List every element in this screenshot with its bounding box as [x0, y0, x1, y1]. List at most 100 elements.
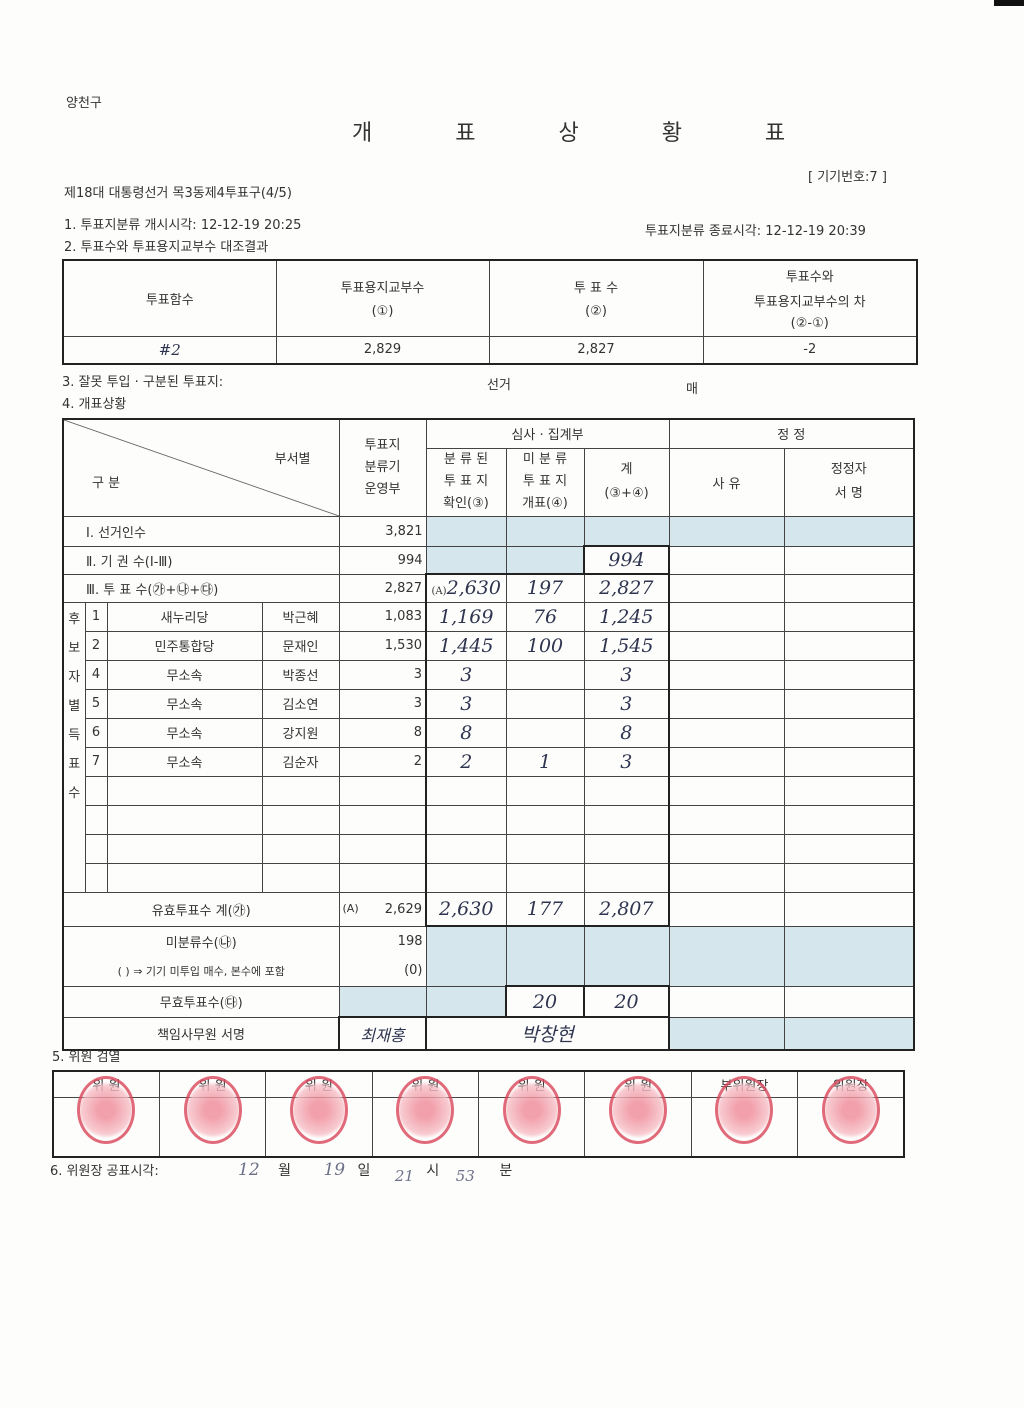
- label: 운영부: [364, 481, 401, 497]
- stamp-cell: [158, 1075, 267, 1158]
- candidate-name: 강지원: [261, 717, 340, 748]
- header-review: 심사 · 집계부: [425, 418, 670, 449]
- votes-value: 2,827: [488, 335, 704, 365]
- candidate-row: 후 보 자 별 득 표 수 1 새누리당 박근혜 1,083 1,169 76 1,245: [62, 601, 915, 893]
- empty-row: [63, 804, 915, 835]
- header-reason: 사 유: [668, 447, 785, 517]
- label: 분 류 된: [443, 452, 489, 467]
- sorted-value: 2: [425, 746, 507, 777]
- sorted-value: 3: [425, 688, 507, 719]
- district: 양천구: [66, 96, 102, 111]
- officer-signature: 박창현: [424, 1016, 671, 1051]
- candidate-name: 박종선: [261, 659, 340, 690]
- section-3-unit: 매: [686, 382, 698, 397]
- shaded-cell: [783, 925, 915, 987]
- shaded-cell: [783, 515, 915, 547]
- sum-value: 2,807: [583, 891, 671, 927]
- sum-value: 3: [583, 688, 671, 719]
- signer-cell: [783, 717, 915, 748]
- signer-cell: [783, 804, 915, 835]
- header-signer: 정정자 서 명: [783, 447, 915, 517]
- reason-cell: [668, 891, 785, 927]
- row-abstain: Ⅱ. 기 권 수(Ⅰ-Ⅲ) 994 994: [62, 545, 915, 575]
- empty-cell: [338, 804, 427, 835]
- row-label: 책임사무원 서명: [62, 1016, 340, 1051]
- unsorted-value: [505, 717, 585, 748]
- sorter-value: 3,821: [338, 515, 427, 547]
- candidate-party: 민주통합당: [106, 630, 263, 661]
- label: (②): [585, 304, 607, 320]
- label: 시: [426, 1163, 440, 1179]
- signer-cell: [783, 891, 915, 927]
- candidate-party: 무소속: [106, 717, 263, 748]
- sorted-value: 2,630: [446, 577, 501, 600]
- label: 투표용지교부수: [340, 281, 425, 297]
- reason-cell: [668, 833, 785, 864]
- signer-cell: [783, 746, 915, 777]
- shaded-cell: [425, 985, 507, 1018]
- mark-a: (A): [342, 901, 359, 915]
- seal-stamp-icon: [183, 1075, 242, 1144]
- empty-cell: [425, 775, 507, 806]
- unsorted-value: [505, 659, 585, 690]
- reason-cell: [668, 804, 785, 835]
- empty-cell: [261, 833, 340, 864]
- sorter-value: 1,530: [338, 630, 427, 661]
- reason-cell: [668, 717, 785, 748]
- reason-cell: [668, 573, 785, 603]
- reason-cell: [668, 688, 785, 719]
- page-title: 개 표 상 황 표: [352, 121, 824, 146]
- sorter-value: (0): [338, 956, 427, 987]
- sorter-value: (A) 2,629: [338, 891, 427, 927]
- seal-stamp-icon: [396, 1075, 455, 1144]
- label: 투 표 수: [573, 281, 619, 297]
- section-6-heading: 6. 위원장 공표시각:: [50, 1164, 159, 1179]
- shaded-cell: [505, 925, 585, 987]
- month-value: 12: [238, 1160, 260, 1180]
- officer-signature: 최재홍: [338, 1016, 427, 1051]
- sort-end-time: 투표지분류 종료시각: 12-12-19 20:39: [645, 224, 866, 239]
- header-ballot-box: 투표함수: [62, 259, 277, 337]
- sum-value: 8: [583, 717, 671, 748]
- empty-cell: [261, 862, 340, 893]
- row-label: 미분류수(㉯): [62, 925, 340, 956]
- label: 부서별: [274, 452, 311, 467]
- empty-cell: [338, 775, 427, 806]
- unsorted-value: [505, 688, 585, 719]
- empty-cell: [106, 862, 263, 893]
- empty-cell: [505, 833, 585, 864]
- empty-cell: [84, 862, 108, 893]
- committee-review-table: 위 원위 원위 원위 원위 원위 원부위원장위원장: [52, 1070, 905, 1158]
- mark-a: (A): [431, 586, 447, 598]
- candidate-name: 김순자: [261, 746, 340, 777]
- section-3-heading: 3. 잘못 투입 · 구분된 투표지:: [62, 375, 224, 390]
- reason-cell: [668, 545, 785, 575]
- candidate-name: 박근혜: [261, 601, 340, 632]
- row-label: ( ) ⇒ 기기 미투입 매수, 본수에 포함: [62, 956, 340, 987]
- shaded-cell: [668, 1016, 785, 1051]
- difference-value: -2: [702, 335, 918, 365]
- signer-cell: [783, 659, 915, 690]
- sorter-value: 2: [338, 746, 427, 777]
- label: 투 표 지: [522, 474, 568, 489]
- label: 분류기: [364, 459, 401, 475]
- empty-cell: [106, 833, 263, 864]
- candidate-number: 2: [84, 630, 108, 661]
- sorted-value: 3: [425, 659, 507, 690]
- stamp-cell: [371, 1075, 480, 1158]
- sorter-value: 1,083: [338, 601, 427, 632]
- row-unsorted: 미분류수(㉯) 198: [62, 925, 915, 987]
- row-unfed-note: ( ) ⇒ 기기 미투입 매수, 본수에 포함 (0): [62, 956, 914, 987]
- sorted-value: 2,630: [425, 891, 507, 927]
- seal-stamp-icon: [821, 1075, 880, 1144]
- label: (②-①): [790, 315, 829, 331]
- ballot-box-value: #2: [62, 335, 277, 365]
- row-officer: 책임사무원 서명 최재홍 박창현: [62, 1016, 915, 1051]
- candidate-party: 무소속: [106, 659, 263, 690]
- signer-cell: [783, 545, 915, 575]
- empty-cell: [505, 804, 585, 835]
- election-name: 제18대 대통령선거 목3동제4투표구(4/5): [64, 186, 292, 201]
- shaded-cell: [583, 515, 670, 547]
- row-label: 유효투표수 계(㉮): [62, 891, 340, 927]
